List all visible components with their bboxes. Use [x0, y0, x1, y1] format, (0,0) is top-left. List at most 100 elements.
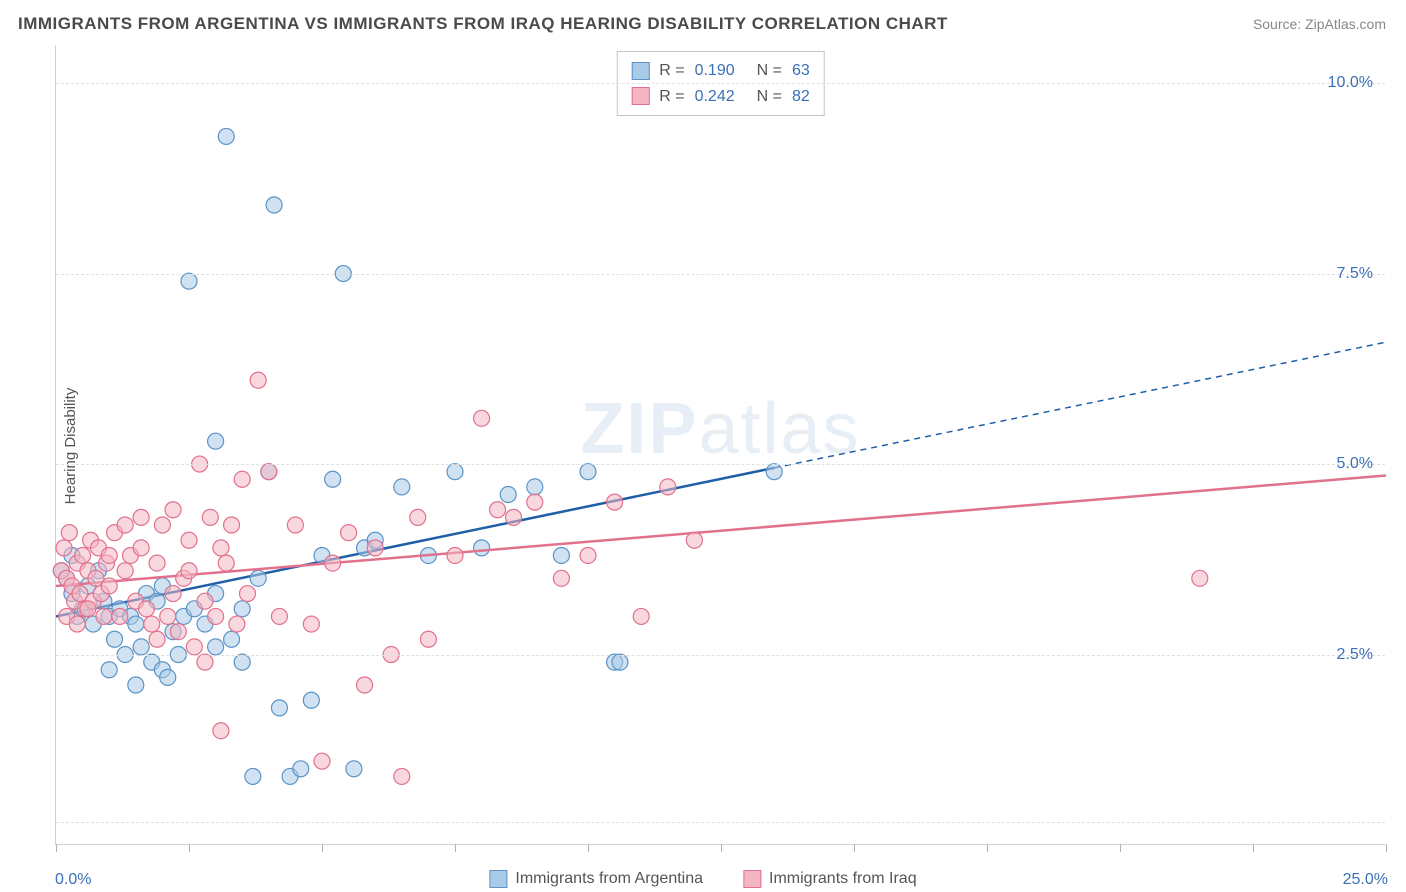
chart-title: IMMIGRANTS FROM ARGENTINA VS IMMIGRANTS … [18, 14, 948, 34]
data-point [128, 677, 144, 693]
data-point [208, 433, 224, 449]
data-point [303, 616, 319, 632]
data-point [160, 669, 176, 685]
data-point [197, 593, 213, 609]
data-point [612, 654, 628, 670]
data-point [303, 692, 319, 708]
y-tick-label: 5.0% [1337, 455, 1373, 473]
data-point [224, 631, 240, 647]
data-point [490, 502, 506, 518]
data-point [218, 555, 234, 571]
chart-svg [56, 45, 1385, 844]
x-tick [455, 844, 456, 852]
data-point [229, 616, 245, 632]
data-point [447, 464, 463, 480]
x-tick [189, 844, 190, 852]
y-tick-label: 7.5% [1337, 265, 1373, 283]
data-point [144, 616, 160, 632]
data-point [154, 517, 170, 533]
trend-line-extrapolated [774, 342, 1386, 468]
data-point [266, 197, 282, 213]
data-point [527, 479, 543, 495]
data-point [234, 654, 250, 670]
x-axis-max-label: 25.0% [1343, 871, 1388, 889]
data-point [271, 700, 287, 716]
data-point [208, 608, 224, 624]
data-point [133, 540, 149, 556]
x-tick [56, 844, 57, 852]
trend-line [56, 475, 1386, 585]
legend-swatch [631, 87, 649, 105]
data-point [250, 372, 266, 388]
n-value: 63 [792, 58, 810, 84]
data-point [61, 525, 77, 541]
data-point [165, 502, 181, 518]
data-point [213, 723, 229, 739]
data-point [633, 608, 649, 624]
data-point [80, 601, 96, 617]
x-axis-min-label: 0.0% [55, 871, 91, 889]
data-point [410, 509, 426, 525]
data-point [69, 616, 85, 632]
data-point [607, 494, 623, 510]
data-point [293, 761, 309, 777]
data-point [500, 487, 516, 503]
data-point [341, 525, 357, 541]
data-point [245, 768, 261, 784]
legend-item: Immigrants from Iraq [743, 870, 917, 888]
gridline [56, 274, 1385, 275]
data-point [138, 601, 154, 617]
data-point [553, 570, 569, 586]
r-label: R = [659, 58, 684, 84]
data-point [250, 570, 266, 586]
data-point [117, 517, 133, 533]
data-point [160, 608, 176, 624]
r-label: R = [659, 84, 684, 110]
data-point [346, 761, 362, 777]
data-point [766, 464, 782, 480]
data-point [240, 586, 256, 602]
n-label: N = [757, 84, 782, 110]
legend-swatch [743, 870, 761, 888]
data-point [101, 578, 117, 594]
data-point [181, 273, 197, 289]
legend-label: Immigrants from Iraq [769, 870, 917, 888]
legend-item: Immigrants from Argentina [489, 870, 703, 888]
data-point [165, 586, 181, 602]
data-point [474, 410, 490, 426]
chart-container: IMMIGRANTS FROM ARGENTINA VS IMMIGRANTS … [0, 0, 1406, 892]
data-point [107, 631, 123, 647]
data-point [394, 479, 410, 495]
x-tick [987, 844, 988, 852]
r-value: 0.190 [695, 58, 735, 84]
gridline [56, 83, 1385, 84]
data-point [1192, 570, 1208, 586]
data-point [287, 517, 303, 533]
legend-series: Immigrants from Argentina Immigrants from… [489, 870, 916, 888]
n-value: 82 [792, 84, 810, 110]
data-point [101, 547, 117, 563]
data-point [224, 517, 240, 533]
data-point [149, 555, 165, 571]
data-point [367, 540, 383, 556]
source-attribution: Source: ZipAtlas.com [1253, 16, 1386, 32]
x-tick [1120, 844, 1121, 852]
data-point [527, 494, 543, 510]
x-tick [1386, 844, 1387, 852]
gridline [56, 655, 1385, 656]
legend-stat-row: R =0.190N =63 [631, 58, 810, 84]
data-point [202, 509, 218, 525]
r-value: 0.242 [695, 84, 735, 110]
data-point [506, 509, 522, 525]
data-point [474, 540, 490, 556]
data-point [213, 540, 229, 556]
plot-area: ZIPatlas R =0.190N =63R =0.242N =82 2.5%… [55, 45, 1385, 845]
data-point [186, 639, 202, 655]
data-point [580, 464, 596, 480]
data-point [271, 608, 287, 624]
legend-swatch [631, 62, 649, 80]
legend-swatch [489, 870, 507, 888]
data-point [181, 563, 197, 579]
x-tick [588, 844, 589, 852]
data-point [357, 677, 373, 693]
